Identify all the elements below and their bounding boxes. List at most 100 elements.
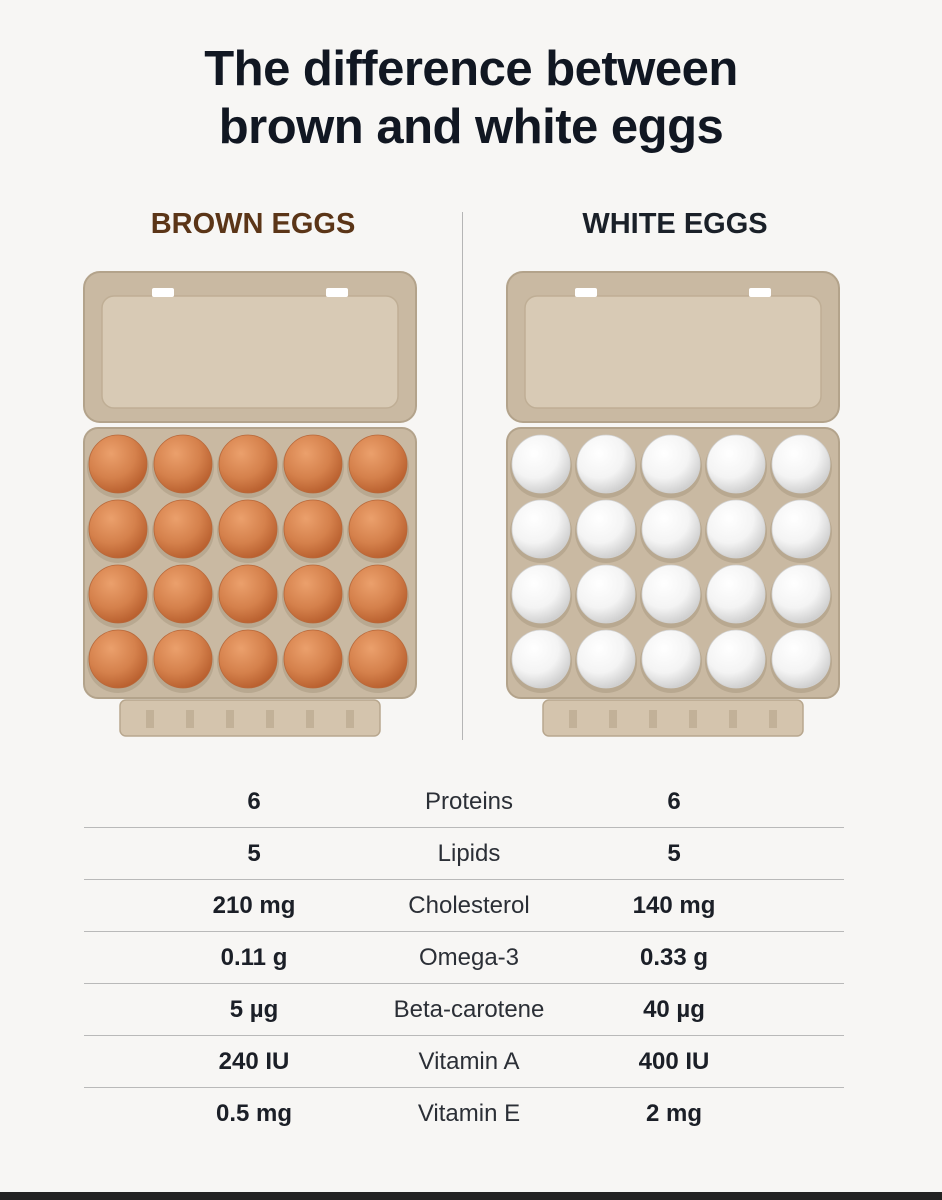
table-row: 240 IU Vitamin A 400 IU (84, 1036, 844, 1088)
flap-notch (729, 710, 737, 728)
lid-slot (575, 288, 597, 297)
egg (641, 564, 701, 624)
nutrient-label: Proteins (424, 788, 514, 815)
egg (706, 564, 766, 624)
egg (153, 564, 213, 624)
lid-slot (326, 288, 348, 297)
nutrient-label: Omega-3 (418, 944, 520, 971)
egg (283, 499, 343, 559)
nutrient-label: Cholesterol (408, 892, 530, 919)
column-divider (462, 212, 463, 740)
egg (511, 499, 571, 559)
brown-value: 5 µg (229, 996, 279, 1023)
egg (218, 564, 278, 624)
brown-eggs-heading: BROWN EGGS (150, 208, 356, 240)
table-row: 0.11 g Omega-3 0.33 g (84, 932, 844, 984)
bottom-bar (0, 1192, 942, 1200)
nutrition-comparison-table: 6 Proteins 6 5 Lipids 5 210 mg Cholesterol 140 m… (84, 776, 844, 1140)
egg (153, 629, 213, 689)
egg (153, 434, 213, 494)
flap-notch (649, 710, 657, 728)
egg (153, 499, 213, 559)
nutrient-label: Vitamin A (418, 1048, 520, 1075)
white-eggs-heading: WHITE EGGS (582, 208, 768, 240)
egg (771, 629, 831, 689)
nutrient-label: Lipids (437, 840, 501, 867)
white-value: 6 (667, 788, 681, 815)
egg (511, 434, 571, 494)
nutrient-label: Vitamin E (417, 1100, 521, 1127)
egg (576, 564, 636, 624)
egg (641, 629, 701, 689)
egg (771, 434, 831, 494)
white-value: 140 mg (632, 892, 716, 919)
carton-lid-inner (524, 295, 822, 409)
egg (218, 499, 278, 559)
brown-value: 240 IU (218, 1048, 290, 1075)
flap-notch (769, 710, 777, 728)
egg (641, 499, 701, 559)
egg (706, 499, 766, 559)
carton-tray (506, 427, 840, 699)
egg (706, 629, 766, 689)
title-line-2: brown and white eggs (218, 100, 724, 154)
white-value: 40 µg (643, 996, 705, 1023)
brown-value: 0.5 mg (215, 1100, 293, 1127)
brown-egg-carton (80, 268, 420, 743)
white-value: 0.33 g (639, 944, 709, 971)
white-value: 400 IU (638, 1048, 710, 1075)
carton-tray (83, 427, 417, 699)
page-title: The difference between brown and white e… (0, 40, 942, 156)
egg (576, 434, 636, 494)
flap-notch (689, 710, 697, 728)
egg (641, 434, 701, 494)
flap-notch (609, 710, 617, 728)
white-egg-carton (503, 268, 843, 743)
brown-value: 6 (247, 788, 261, 815)
flap-notch (186, 710, 194, 728)
egg (88, 434, 148, 494)
title-line-1: The difference between (204, 42, 738, 96)
lid-slot (152, 288, 174, 297)
brown-egg-carton-illustration (83, 271, 417, 737)
egg (218, 629, 278, 689)
flap-notch (266, 710, 274, 728)
egg (771, 499, 831, 559)
flap-notch (306, 710, 314, 728)
brown-value: 0.11 g (220, 944, 288, 971)
egg (348, 564, 408, 624)
egg (348, 629, 408, 689)
egg (88, 564, 148, 624)
egg (218, 434, 278, 494)
flap-notch (569, 710, 577, 728)
table-row: 0.5 mg Vitamin E 2 mg (84, 1088, 844, 1140)
carton-lid-inner (101, 295, 399, 409)
flap-notch (346, 710, 354, 728)
flap-notch (146, 710, 154, 728)
table-row: 6 Proteins 6 (84, 776, 844, 828)
table-row: 5 Lipids 5 (84, 828, 844, 880)
egg (576, 499, 636, 559)
egg (771, 564, 831, 624)
egg (348, 434, 408, 494)
carton-flap (119, 699, 381, 737)
table-row: 5 µg Beta-carotene 40 µg (84, 984, 844, 1036)
white-value: 5 (667, 840, 681, 867)
carton-flap (542, 699, 804, 737)
nutrient-label: Beta-carotene (393, 996, 545, 1023)
egg (283, 434, 343, 494)
egg (511, 629, 571, 689)
brown-value: 210 mg (212, 892, 296, 919)
white-value: 2 mg (645, 1100, 702, 1127)
egg (283, 629, 343, 689)
egg (88, 629, 148, 689)
egg (88, 499, 148, 559)
egg (706, 434, 766, 494)
flap-notch (226, 710, 234, 728)
table-row: 210 mg Cholesterol 140 mg (84, 880, 844, 932)
egg (283, 564, 343, 624)
lid-slot (749, 288, 771, 297)
egg (348, 499, 408, 559)
egg (576, 629, 636, 689)
brown-value: 5 (247, 840, 261, 867)
